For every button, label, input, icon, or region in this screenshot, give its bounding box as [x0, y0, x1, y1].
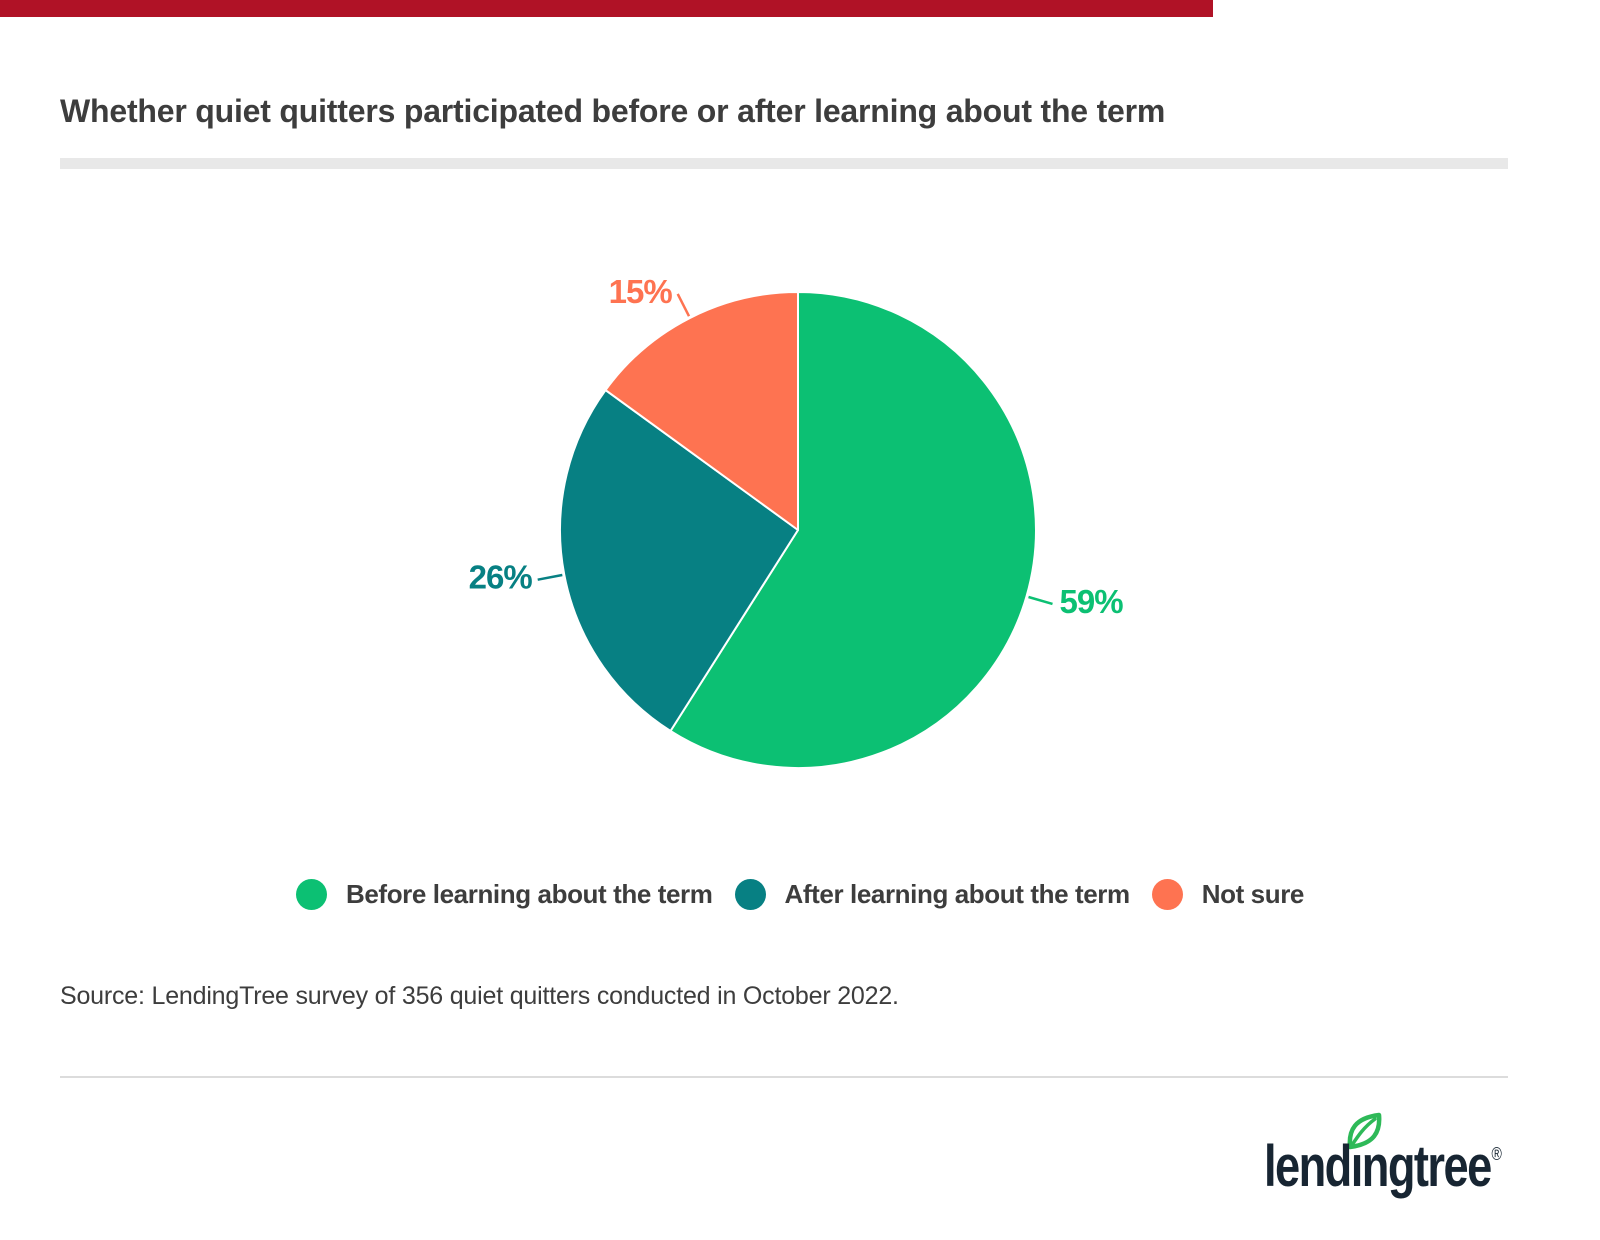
registered-mark: ®	[1491, 1144, 1502, 1164]
pie-slice-1	[559, 389, 799, 732]
pie-slice-2	[604, 291, 799, 531]
logo-wordmark: lendıngtree®	[1264, 1138, 1502, 1196]
lendingtree-logo: lendıngtree®	[1264, 1112, 1542, 1198]
title-divider	[60, 158, 1508, 169]
logo-word-right: ngtree	[1361, 1134, 1492, 1199]
pie-label-tick-1	[537, 573, 563, 581]
chart-title: Whether quiet quitters participated befo…	[60, 93, 1166, 129]
legend-label: After learning about the term	[784, 878, 1131, 909]
pie-label-tick-2	[676, 293, 691, 317]
legend-item: Before learning about the term	[296, 878, 713, 910]
legend-swatch-icon	[1151, 878, 1183, 910]
legend-item: Not sure	[1151, 878, 1305, 910]
legend-item: After learning about the term	[734, 878, 1131, 910]
chart-legend: Before learning about the term After lea…	[0, 871, 1600, 917]
leaf-icon	[1347, 1112, 1382, 1150]
footer-divider	[60, 1076, 1508, 1078]
pie-value-label-2: 15%	[609, 273, 673, 310]
pie-value-label-1: 26%	[469, 559, 533, 596]
legend-label: Before learning about the term	[346, 878, 713, 909]
logo-word-i: ı	[1350, 1134, 1364, 1199]
legend-label: Not sure	[1201, 878, 1305, 909]
top-accent-bar	[0, 0, 1213, 17]
pie-chart: 59% 26% 15%	[469, 273, 1124, 769]
pie-label-tick-0	[1028, 595, 1053, 606]
logo-word-left: lend	[1264, 1134, 1352, 1199]
legend-swatch-icon	[296, 878, 327, 910]
source-note: Source: LendingTree survey of 356 quiet …	[60, 982, 899, 1010]
pie-value-label-0: 59%	[1060, 583, 1124, 620]
legend-swatch-icon	[734, 878, 766, 910]
pie-slice-0	[669, 291, 1037, 769]
